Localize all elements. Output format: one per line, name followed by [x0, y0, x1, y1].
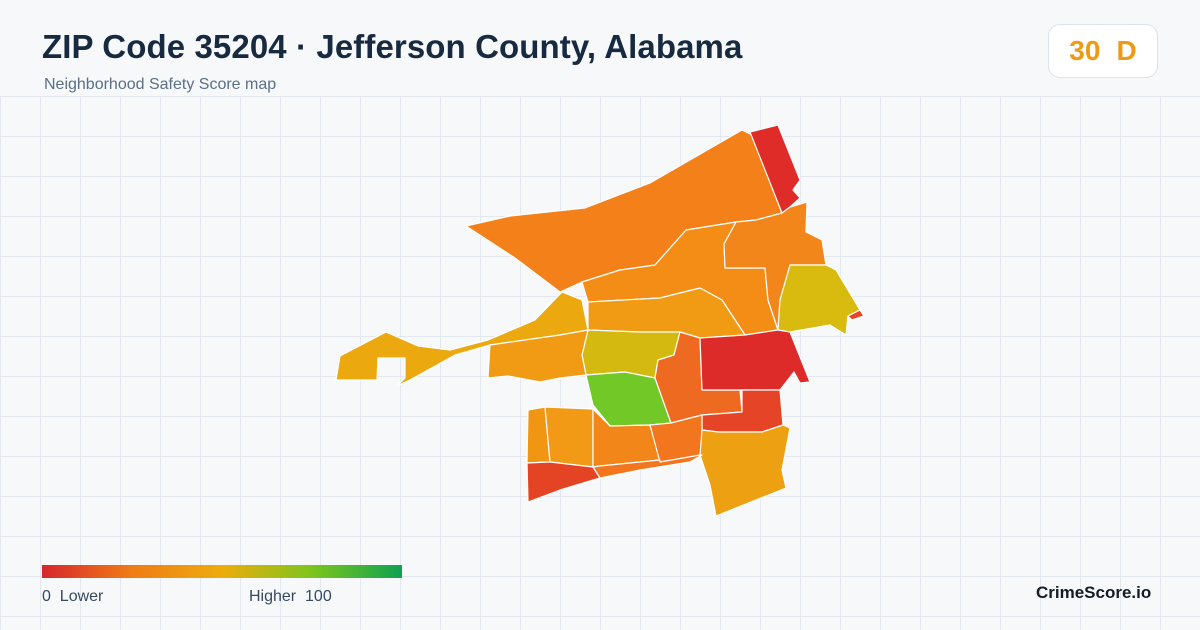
safety-score-badge: 30 D — [1048, 24, 1158, 78]
legend-min-label: 0 Lower — [42, 588, 103, 606]
region-east-tip[interactable] — [847, 309, 865, 321]
brand-logo-text: CrimeScore.io — [1036, 583, 1152, 602]
score-grade: D — [1116, 35, 1137, 66]
region-southwest-link[interactable] — [592, 454, 703, 479]
page-subtitle: Neighborhood Safety Score map — [44, 76, 277, 93]
legend-min-text: Lower — [59, 588, 104, 605]
region-southwest-bottom[interactable] — [526, 461, 601, 503]
legend-min-value: 0 — [42, 588, 51, 605]
legend-color-scale — [42, 565, 402, 578]
legend-max-label: Higher 100 — [249, 588, 332, 606]
page-title: ZIP Code 35204 · Jefferson County, Alaba… — [42, 28, 743, 65]
legend-max-value: 100 — [305, 588, 332, 605]
score-value: 30 — [1069, 35, 1101, 66]
region-southwest-inner[interactable] — [544, 406, 594, 468]
map-regions — [335, 124, 865, 517]
header: ZIP Code 35204 · Jefferson County, Alaba… — [0, 0, 1200, 96]
region-east-upper[interactable] — [777, 264, 861, 336]
region-east-red[interactable] — [699, 329, 811, 391]
region-southeast[interactable] — [699, 424, 791, 517]
legend-max-text: Higher — [249, 588, 297, 605]
region-west-center-lower[interactable] — [487, 329, 589, 383]
